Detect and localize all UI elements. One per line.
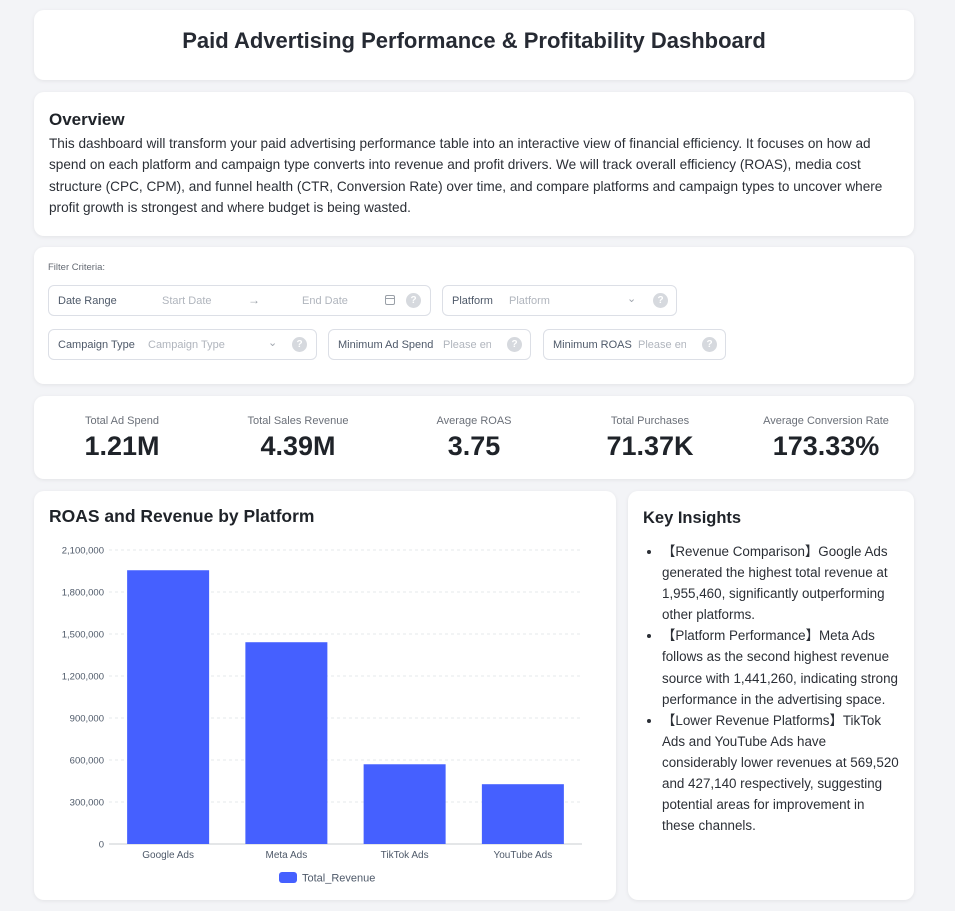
min-roas-input[interactable]: Please ent: [638, 339, 686, 351]
end-date-input[interactable]: End Date: [302, 295, 348, 307]
bar: [363, 764, 446, 844]
y-tick-label: 2,100,000: [62, 546, 104, 557]
overview-card: Overview This dashboard will transform y…: [34, 92, 914, 236]
insight-item: 【Revenue Comparison】Google Ads generated…: [662, 541, 899, 625]
title-card: Paid Advertising Performance & Profitabi…: [34, 10, 914, 80]
kpi-label: Total Purchases: [610, 415, 690, 427]
campaign-type-filter[interactable]: Campaign Type Campaign Type ⌄ ?: [48, 329, 317, 360]
help-icon[interactable]: ?: [702, 337, 717, 352]
kpi-label: Average ROAS: [436, 415, 512, 427]
insights-heading: Key Insights: [643, 509, 742, 527]
date-range-filter[interactable]: Date Range Start Date → End Date ?: [48, 285, 431, 316]
campaign-type-select[interactable]: Campaign Type: [148, 339, 225, 351]
kpi-value: 4.39M: [260, 431, 336, 461]
kpi-panel: Total Ad Spend 1.21M Total Sales Revenue…: [34, 396, 914, 479]
kpi-label: Average Conversion Rate: [763, 415, 889, 427]
x-tick-label: YouTube Ads: [493, 850, 552, 861]
platform-label: Platform: [452, 295, 493, 307]
help-icon[interactable]: ?: [653, 293, 668, 308]
help-icon[interactable]: ?: [507, 337, 522, 352]
kpi-average-conversion-rate: Average Conversion Rate 173.33%: [738, 396, 914, 462]
legend-swatch: [279, 872, 297, 883]
y-tick-label: 1,500,000: [62, 630, 104, 641]
filter-caption: Filter Criteria:: [48, 262, 106, 273]
y-tick-label: 600,000: [70, 756, 104, 767]
help-icon[interactable]: ?: [292, 337, 307, 352]
x-tick-label: Meta Ads: [266, 850, 308, 861]
y-tick-label: 1,800,000: [62, 588, 104, 599]
y-tick-label: 300,000: [70, 798, 104, 809]
page-title: Paid Advertising Performance & Profitabi…: [182, 28, 766, 53]
start-date-input[interactable]: Start Date: [162, 295, 212, 307]
chart-card: ROAS and Revenue by Platform 0 300,000 600…: [34, 491, 616, 900]
kpi-value: 1.21M: [84, 431, 160, 461]
y-tick-label: 900,000: [70, 714, 104, 725]
kpi-value: 3.75: [447, 431, 501, 461]
insight-item: 【Lower Revenue Platforms】TikTok Ads and …: [662, 710, 899, 837]
min-roas-label: Minimum ROAS: [553, 339, 632, 351]
insights-card: Key Insights 【Revenue Comparison】Google …: [628, 491, 914, 900]
kpi-label: Total Sales Revenue: [247, 415, 349, 427]
kpi-label: Total Ad Spend: [84, 415, 159, 427]
revenue-bar-chart: 0 300,000 600,000 900,000 1,200,000 1,500,000…: [62, 546, 582, 885]
min-roas-filter[interactable]: Minimum ROAS Please ent ?: [543, 329, 726, 360]
x-tick-label: TikTok Ads: [381, 850, 429, 861]
y-tick-label: 0: [99, 840, 104, 851]
min-ad-spend-label: Minimum Ad Spend: [338, 339, 434, 351]
kpi-total-ad-spend: Total Ad Spend 1.21M: [34, 396, 210, 462]
campaign-type-label: Campaign Type: [58, 339, 135, 351]
chevron-down-icon[interactable]: ⌄: [268, 337, 278, 349]
bar: [127, 570, 210, 844]
min-ad-spend-filter[interactable]: Minimum Ad Spend Please ent ?: [328, 329, 531, 360]
overview-body: This dashboard will transform your paid …: [49, 136, 883, 216]
calendar-icon[interactable]: [385, 295, 395, 305]
insight-item: 【Platform Performance】Meta Ads follows a…: [662, 625, 899, 709]
kpi-average-roas: Average ROAS 3.75: [386, 396, 562, 462]
min-ad-spend-input[interactable]: Please ent: [443, 339, 491, 351]
platform-filter[interactable]: Platform Platform ⌄ ?: [442, 285, 677, 316]
range-arrow-icon: →: [248, 293, 260, 307]
help-icon[interactable]: ?: [406, 293, 421, 308]
x-tick-label: Google Ads: [142, 850, 194, 861]
insights-list: 【Revenue Comparison】Google Ads generated…: [643, 541, 899, 836]
legend-label: Total_Revenue: [302, 873, 375, 885]
kpi-value: 173.33%: [772, 431, 880, 461]
y-tick-label: 1,200,000: [62, 672, 104, 683]
kpi-value: 71.37K: [606, 431, 694, 461]
chevron-down-icon[interactable]: ⌄: [627, 293, 637, 305]
chart-heading: ROAS and Revenue by Platform: [49, 506, 315, 526]
filter-panel: Filter Criteria: Date Range Start Date →…: [34, 247, 914, 384]
platform-select[interactable]: Platform: [509, 295, 550, 307]
bar: [245, 642, 328, 844]
kpi-total-sales-revenue: Total Sales Revenue 4.39M: [210, 396, 386, 462]
date-range-label: Date Range: [58, 295, 117, 307]
bar: [481, 784, 564, 844]
overview-heading: Overview: [49, 110, 125, 129]
kpi-total-purchases: Total Purchases 71.37K: [562, 396, 738, 462]
